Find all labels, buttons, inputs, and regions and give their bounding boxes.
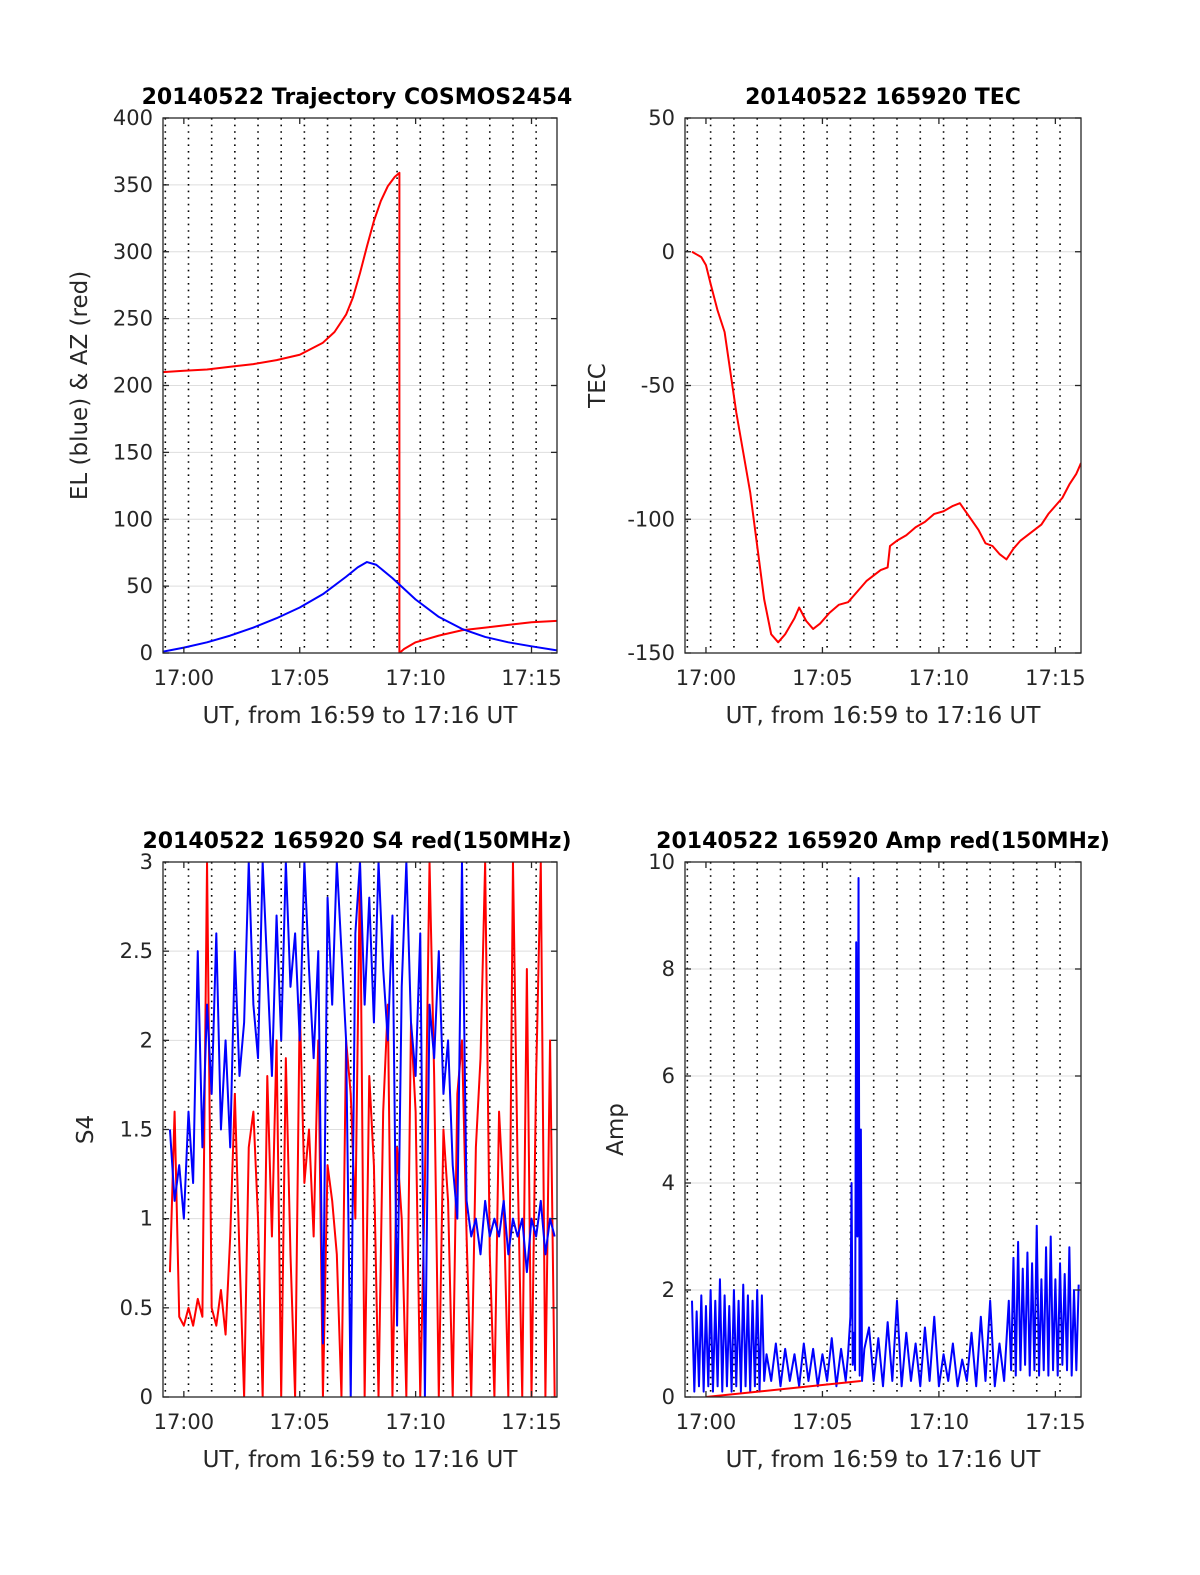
series-line-el <box>163 561 557 653</box>
y-tick-label: 6 <box>662 1064 675 1088</box>
y-axis-label: Amp <box>603 1103 629 1156</box>
y-tick-label: 0 <box>140 641 153 665</box>
y-tick-label: 0 <box>662 1385 675 1409</box>
chart-title: 20140522 165920 S4 red(150MHz) <box>142 829 571 854</box>
series-line-red-150mhz <box>168 862 556 1397</box>
series-line-az <box>163 171 557 653</box>
x-tick-label: 17:15 <box>1025 1410 1086 1434</box>
y-tick-label: 300 <box>113 240 153 264</box>
panel-s4: 0 0.5 1 1.5 2 2.5 3 17:00 17:05 17:10 17:15 2014052… <box>73 829 572 1473</box>
chart-title: 20140522 Trajectory COSMOS2454 <box>142 85 573 110</box>
y-tick-label: 0 <box>662 240 675 264</box>
y-axis-label: TEC <box>585 363 611 409</box>
x-tick-label: 17:10 <box>909 1410 970 1434</box>
y-tick-label: 2 <box>140 1028 153 1052</box>
y-tick-label: 2 <box>662 1278 675 1302</box>
y-tick-label: 100 <box>113 507 153 531</box>
y-tick-label: 4 <box>662 1171 675 1195</box>
chart-title: 20140522 165920 TEC <box>745 85 1021 110</box>
y-tick-label: -150 <box>627 641 675 665</box>
x-tick-label: 17:05 <box>792 1410 853 1434</box>
y-tick-label: -100 <box>627 507 675 531</box>
series-line-blue <box>168 862 556 1397</box>
y-tick-label: 350 <box>113 173 153 197</box>
y-tick-label: 8 <box>662 957 675 981</box>
x-tick-label: 17:10 <box>385 1410 446 1434</box>
y-tick-label: 150 <box>113 440 153 464</box>
x-axis-label: UT, from 16:59 to 17:16 UT <box>203 703 519 729</box>
y-tick-label: 0 <box>140 1385 153 1409</box>
chart-title: 20140522 165920 Amp red(150MHz) <box>656 829 1110 854</box>
panel-amp: 0 2 4 6 8 10 17:00 17:05 17:10 17:15 20140522 1659… <box>603 829 1110 1473</box>
y-tick-label: 50 <box>648 106 675 130</box>
x-axis-label: UT, from 16:59 to 17:16 UT <box>203 1447 519 1473</box>
y-tick-label: 1 <box>140 1207 153 1231</box>
x-tick-label: 17:00 <box>676 1410 737 1434</box>
x-tick-label: 17:15 <box>501 666 562 690</box>
x-tick-label: 17:05 <box>792 666 853 690</box>
y-tick-label: 10 <box>648 850 675 874</box>
x-tick-label: 17:05 <box>269 1410 330 1434</box>
y-tick-label: 0.5 <box>120 1296 153 1320</box>
y-axis-label: EL (blue) & AZ (red) <box>67 271 93 500</box>
series-line-red-150mhz <box>705 1379 861 1397</box>
y-tick-label: 50 <box>126 574 153 598</box>
x-tick-label: 17:15 <box>1025 666 1086 690</box>
y-tick-label: 2.5 <box>120 939 153 963</box>
panel-tec: -150 -100 -50 0 50 17:00 17:05 17:10 17:15 201405… <box>585 85 1086 729</box>
x-axis-label: UT, from 16:59 to 17:16 UT <box>726 1447 1042 1473</box>
x-tick-label: 17:10 <box>909 666 970 690</box>
x-axis-label: UT, from 16:59 to 17:16 UT <box>726 703 1042 729</box>
series-line-tec <box>691 250 1081 644</box>
y-axis-label: S4 <box>73 1115 99 1144</box>
x-tick-label: 17:10 <box>385 666 446 690</box>
x-tick-label: 17:00 <box>676 666 737 690</box>
x-tick-label: 17:05 <box>269 666 330 690</box>
y-tick-label: 250 <box>113 307 153 331</box>
y-tick-label: -50 <box>641 374 675 398</box>
panel-trajectory: 0 50 100 150 200 250 300 350 400 17:00 17:05 17:10 1… <box>67 85 572 729</box>
y-tick-label: 400 <box>113 106 153 130</box>
y-tick-label: 200 <box>113 374 153 398</box>
series-line-blue <box>690 877 1080 1393</box>
x-tick-label: 17:00 <box>154 1410 215 1434</box>
x-tick-label: 17:15 <box>501 1410 562 1434</box>
y-tick-label: 3 <box>140 850 153 874</box>
y-tick-label: 1.5 <box>120 1118 153 1142</box>
x-tick-label: 17:00 <box>154 666 215 690</box>
axes-box <box>684 861 1082 1398</box>
